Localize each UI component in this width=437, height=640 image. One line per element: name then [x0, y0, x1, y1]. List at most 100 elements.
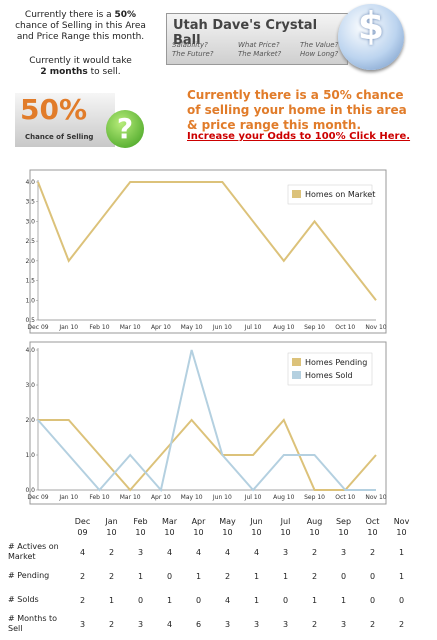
- row-label: # Solds: [8, 595, 39, 604]
- x-tick-label: Feb 10: [89, 494, 109, 501]
- cell: 0: [398, 595, 405, 605]
- cell: 3: [253, 619, 260, 629]
- cell: 4: [224, 595, 231, 605]
- badge-caption: Chance of Selling: [25, 133, 94, 141]
- cell: 0: [369, 571, 376, 581]
- intro-after: chance of Selling in this Area and Price…: [15, 21, 146, 42]
- cell: 0: [137, 595, 144, 605]
- x-tick-label: Oct 10: [335, 324, 355, 331]
- cell: 2: [108, 571, 115, 581]
- cell: 0: [282, 595, 289, 605]
- row-label: # Months to Sell: [8, 614, 58, 633]
- badge: 50% Chance of Selling: [15, 93, 115, 147]
- market-table: Dec 09 Jan 10 Feb 10 Mar 10 Apr 10 May 10 Jun …: [8, 514, 416, 636]
- y-tick-label: 2.0: [25, 417, 35, 424]
- x-tick-label: Dec 09: [27, 494, 48, 501]
- banner: Utah Dave's Crystal Ball Salability? What…: [166, 13, 348, 65]
- time-text: Currently it would take 2 months to sell…: [8, 56, 153, 78]
- data-line: [38, 418, 377, 492]
- legend-box: [287, 184, 373, 205]
- crystal-ball: $: [338, 4, 404, 70]
- column-header: Dec 09: [74, 517, 91, 537]
- column-header: Feb 10: [133, 517, 148, 537]
- cell: 3: [282, 547, 289, 557]
- x-tick-label: Sep 10: [304, 494, 325, 501]
- intro-before: Currently there is a: [24, 10, 112, 20]
- cell: 2: [398, 619, 405, 629]
- cell: 4: [253, 547, 260, 557]
- time-before: Currently it would take: [29, 56, 132, 66]
- y-tick-label: 2.0: [25, 258, 35, 265]
- cell: 1: [166, 595, 173, 605]
- legend-swatch: [292, 371, 301, 379]
- cell: 2: [108, 619, 115, 629]
- table-row: # Pending 2 2 1 0 1 2 1 1 2 0 0 1: [8, 564, 416, 588]
- odds-link[interactable]: Increase your Odds to 100% Click Here.: [187, 131, 411, 142]
- x-tick-label: Aug 10: [273, 494, 294, 501]
- cell: 2: [311, 547, 318, 557]
- cell: 3: [224, 619, 231, 629]
- y-tick-label: 1.0: [25, 452, 35, 459]
- cell: 3: [340, 547, 347, 557]
- cell: 2: [79, 571, 86, 581]
- column-header: Nov 10: [393, 517, 410, 537]
- cell: 4: [195, 547, 202, 557]
- banner-question: How Long?: [300, 50, 339, 58]
- cell: 2: [108, 547, 115, 557]
- cell: 1: [253, 595, 260, 605]
- cell: 4: [224, 547, 231, 557]
- x-tick-label: Jun 10: [212, 324, 232, 331]
- data-line: [37, 181, 377, 301]
- y-tick-label: 0.5: [25, 317, 35, 324]
- cell: 3: [137, 547, 144, 557]
- banner-questions: Salability? What Price? The Value? The Futu…: [172, 41, 344, 59]
- banner-question: The Value?: [300, 41, 339, 49]
- banner-question: The Future?: [172, 50, 214, 58]
- x-tick-label: Apr 10: [151, 494, 171, 501]
- cell: 1: [311, 595, 318, 605]
- column-header: Jun 10: [250, 517, 263, 537]
- cell: 1: [398, 571, 405, 581]
- y-tick-label: 3.5: [25, 199, 35, 206]
- cell: 3: [340, 619, 347, 629]
- cell: 2: [224, 571, 231, 581]
- x-tick-label: Nov 10: [365, 324, 386, 331]
- x-tick-label: Mar 10: [120, 494, 141, 501]
- banner-question: The Market?: [238, 50, 282, 58]
- x-tick-label: Sep 10: [304, 324, 325, 331]
- x-tick-label: Jun 10: [212, 494, 232, 501]
- y-tick-label: 3.0: [25, 218, 35, 225]
- cell: 2: [311, 619, 318, 629]
- cell: 1: [398, 547, 405, 557]
- charts: 0.5 1.0 1.5 2.0 2.5 3.0 3.5 4.0 Dec 09 Jan 10 Feb …: [25, 169, 387, 505]
- cell: 2: [369, 619, 376, 629]
- y-tick-label: 4.0: [25, 179, 35, 186]
- cell: 3: [137, 619, 144, 629]
- cell: 0: [166, 571, 173, 581]
- banner-title: Utah Dave's Crystal Ball: [173, 18, 318, 48]
- y-tick-label: 0.0: [25, 487, 35, 494]
- y-tick-label: 4.0: [25, 347, 35, 354]
- cell: 0: [369, 595, 376, 605]
- column-header: Jan 10: [105, 517, 118, 537]
- x-tick-label: Aug 10: [273, 324, 294, 331]
- column-header: Jul 10: [280, 517, 291, 537]
- column-header: Apr 10: [191, 517, 206, 537]
- x-tick-label: Jan 10: [58, 494, 78, 501]
- legend-swatch: [292, 190, 301, 198]
- y-tick-label: 3.0: [25, 382, 35, 389]
- x-tick-label: Mar 10: [120, 324, 141, 331]
- x-tick-label: Jul 10: [244, 324, 262, 331]
- y-tick-label: 1.5: [25, 278, 35, 285]
- intro-bold: 50%: [114, 10, 137, 20]
- column-header: Mar 10: [161, 517, 178, 537]
- cell: 1: [340, 595, 347, 605]
- badge-icon: ?: [106, 110, 144, 148]
- cell: 4: [166, 547, 173, 557]
- row-label: # Pending: [8, 571, 50, 580]
- table-row: # Actives on Market 4 2 3 4 4 4 4 3 2 3 2 1: [8, 540, 416, 564]
- cell: 3: [79, 619, 86, 629]
- corner: [8, 514, 68, 540]
- cell: 4: [166, 619, 173, 629]
